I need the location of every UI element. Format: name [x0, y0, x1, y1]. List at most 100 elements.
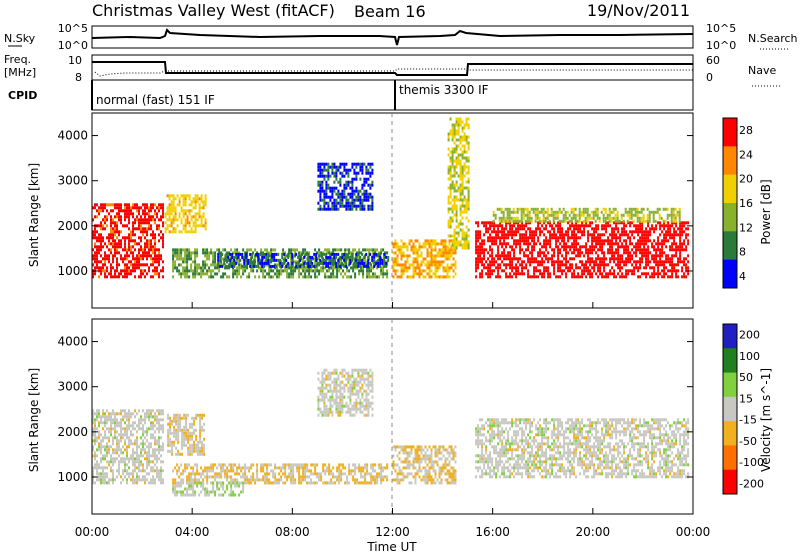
power-cell: [170, 224, 173, 228]
power-cell: [230, 248, 233, 252]
velocity-cell: [220, 466, 223, 470]
velocity-cell: [222, 466, 225, 470]
power-cell: [442, 269, 445, 273]
power-cell: [112, 236, 114, 240]
power-cell: [335, 264, 338, 268]
power-cell: [497, 245, 500, 249]
power-cell: [617, 257, 620, 261]
power-cell: [519, 251, 522, 255]
power-cell: [564, 219, 567, 223]
velocity-cell: [92, 481, 94, 485]
power-cell: [343, 195, 346, 199]
velocity-cell: [185, 422, 188, 426]
velocity-cell: [169, 425, 172, 429]
power-cell: [607, 248, 610, 252]
power-cell: [245, 264, 248, 268]
power-cell: [467, 141, 470, 145]
power-cell: [128, 215, 130, 219]
power-cell: [256, 269, 259, 273]
power-cell: [447, 234, 450, 238]
power-cell: [455, 165, 458, 169]
power-cell: [422, 242, 425, 246]
velocity-cell: [212, 463, 215, 467]
power-cell: [329, 165, 332, 169]
power-cell: [100, 245, 102, 249]
power-cell: [467, 144, 470, 148]
power-cell: [593, 239, 596, 243]
velocity-cell: [130, 442, 132, 446]
power-cell: [160, 269, 162, 273]
power-cell: [512, 219, 515, 223]
power-cell: [140, 254, 142, 258]
power-cell: [537, 260, 540, 264]
power-cell: [571, 224, 574, 228]
power-cell: [370, 248, 373, 252]
power-cell: [361, 192, 364, 196]
power-cell: [489, 275, 492, 279]
beam-label: Beam 16: [354, 2, 426, 21]
power-cell: [269, 258, 272, 262]
power-cell: [461, 180, 464, 184]
power-cell: [651, 254, 654, 258]
power-cell: [651, 245, 654, 249]
power-cell: [327, 177, 330, 181]
power-cell: [571, 266, 574, 270]
power-cell: [557, 230, 560, 234]
power-cell: [194, 215, 197, 219]
power-cell: [547, 266, 550, 270]
power-cell: [452, 251, 455, 255]
power-cell: [581, 275, 584, 279]
power-cell: [325, 255, 328, 259]
power-cell: [509, 260, 512, 264]
power-cell: [430, 257, 433, 261]
power-cell: [549, 272, 552, 276]
power-cell: [301, 252, 304, 256]
power-cell: [353, 162, 356, 166]
power-cell: [317, 180, 320, 184]
power-cell: [378, 275, 381, 279]
power-cell: [545, 242, 548, 246]
power-cell: [240, 275, 243, 279]
power-cell: [96, 260, 98, 264]
power-cell: [447, 195, 450, 199]
power-cell: [467, 186, 470, 190]
power-cell: [361, 162, 364, 166]
power-cell: [383, 252, 386, 256]
power-cell: [455, 246, 458, 250]
power-cell: [609, 224, 612, 228]
power-cell: [648, 219, 651, 223]
power-cell: [231, 252, 234, 256]
power-cell: [637, 269, 640, 273]
power-cell: [426, 266, 429, 270]
power-cell: [614, 213, 617, 217]
power-cell: [551, 233, 554, 237]
power-cell: [653, 254, 656, 258]
power-cell: [645, 275, 648, 279]
power-cell: [495, 242, 498, 246]
power-cell: [664, 207, 667, 211]
velocity-cell: [167, 449, 170, 453]
power-cell: [432, 260, 435, 264]
power-cell: [331, 258, 334, 262]
power-cell: [354, 275, 357, 279]
power-cell: [609, 272, 612, 276]
power-cell: [96, 203, 98, 207]
power-cell: [634, 213, 637, 217]
power-cell: [268, 266, 271, 270]
power-cell: [190, 209, 193, 213]
power-cell: [102, 263, 104, 267]
power-cell: [648, 210, 651, 214]
power-cell: [188, 194, 191, 198]
power-cell: [528, 219, 531, 223]
power-cell: [677, 227, 680, 231]
power-cell: [455, 144, 458, 148]
power-cell: [567, 251, 570, 255]
power-cell: [555, 260, 558, 264]
power-cell: [182, 266, 185, 270]
power-cell: [455, 150, 458, 154]
power-cell: [597, 248, 600, 252]
power-cell: [96, 209, 98, 213]
power-cell: [96, 266, 98, 270]
power-cell: [454, 260, 457, 264]
power-cell: [475, 245, 478, 249]
